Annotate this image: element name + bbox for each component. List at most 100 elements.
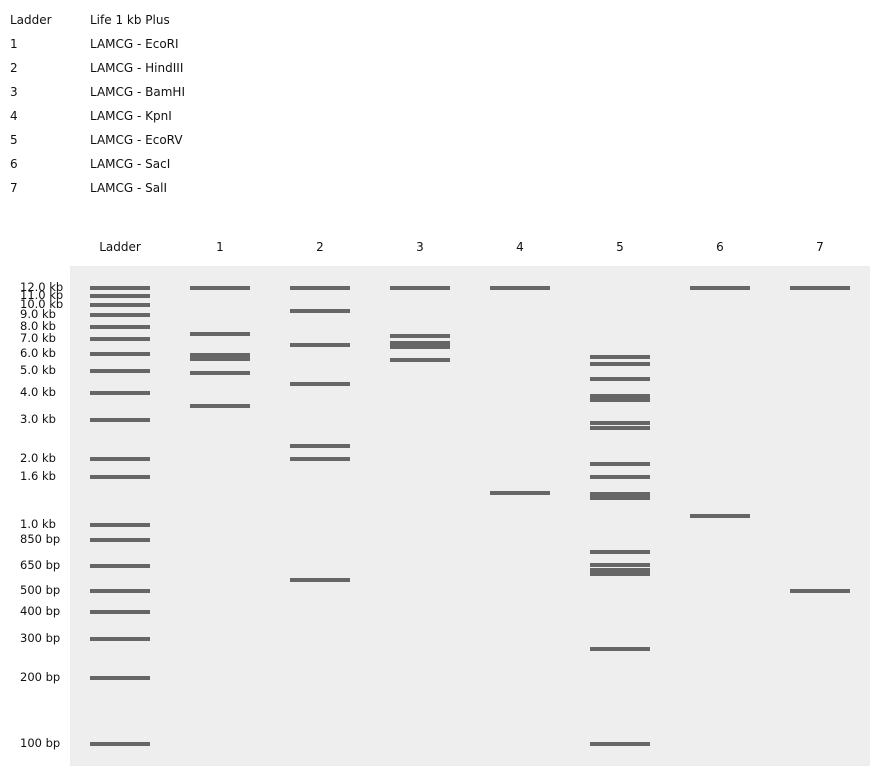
size-label: 6.0 kb [20,346,56,360]
gel-band [90,337,150,341]
legend-row: 7 LAMCG - SalI [10,181,185,205]
legend-sample-name: LAMCG - SacI [90,157,171,171]
lane-header: 2 [316,240,324,254]
lane-header: 3 [416,240,424,254]
legend-sample-name: LAMCG - EcoRV [90,133,183,147]
gel-band [90,352,150,356]
legend-row: 6 LAMCG - SacI [10,157,185,181]
gel-band [90,564,150,568]
gel-band [590,742,650,746]
gel-band [590,647,650,652]
gel-band [590,550,650,555]
gel-band [590,393,650,402]
gel-band [490,286,550,290]
gel-band [90,589,150,593]
size-label: 100 bp [20,736,61,750]
gel-band [590,568,650,577]
gel-band [90,325,150,329]
gel-area [70,266,870,766]
gel-band [190,286,250,290]
gel-band [690,513,750,518]
legend-sample-name: Life 1 kb Plus [90,13,170,27]
legend-lane-label: 5 [10,133,18,147]
legend-sample-name: LAMCG - EcoRI [90,37,179,51]
gel-band [90,637,150,641]
legend-lane-label: 7 [10,181,18,195]
size-label: 1.6 kb [20,469,56,483]
gel-band [590,421,650,426]
legend-lane-label: 1 [10,37,18,51]
gel-band [790,589,850,593]
gel-band [190,332,250,336]
gel-band [590,355,650,360]
gel-band [90,294,150,298]
gel-band [90,457,150,461]
gel-band [90,369,150,373]
gel-band [590,475,650,479]
gel-band [390,340,450,349]
size-label: 1.0 kb [20,517,56,531]
lane-header: 7 [816,240,824,254]
lane-header: 5 [616,240,624,254]
gel-band [90,523,150,527]
size-label: 200 bp [20,670,61,684]
gel-band [90,391,150,395]
gel-band [590,562,650,567]
legend-row: Ladder Life 1 kb Plus [10,13,185,37]
lane-header: Ladder [99,240,141,254]
gel-band [590,377,650,382]
gel-band [190,403,250,408]
gel-band [190,370,250,375]
size-label: 400 bp [20,604,61,618]
legend-lane-label: 3 [10,85,18,99]
size-label: 10.0 kb [20,297,64,311]
sample-legend: Ladder Life 1 kb Plus 1 LAMCG - EcoRI 2 LAMCG… [10,13,185,205]
gel-band [90,286,150,290]
legend-lane-label: 4 [10,109,18,123]
legend-row: 2 LAMCG - HindIII [10,61,185,85]
size-label: 300 bp [20,631,61,645]
size-label: 8.0 kb [20,319,56,333]
legend-row: 5 LAMCG - EcoRV [10,133,185,157]
legend-lane-label: Ladder [10,13,52,27]
size-label: 850 bp [20,532,61,546]
gel-band [290,286,350,290]
gel-band [90,742,150,746]
lane-header: 6 [716,240,724,254]
size-label: 7.0 kb [20,331,56,345]
gel-band [90,475,150,479]
size-label: 5.0 kb [20,363,56,377]
size-label: 3.0 kb [20,412,56,426]
size-label: 11.0 kb [20,288,64,302]
size-label: 650 bp [20,558,61,572]
gel-band [190,353,250,362]
gel-band [90,418,150,422]
gel-band [90,538,150,542]
gel-band [390,334,450,339]
legend-sample-name: LAMCG - HindIII [90,61,184,75]
gel-band [590,361,650,366]
gel-band [290,443,350,448]
legend-row: 1 LAMCG - EcoRI [10,37,185,61]
legend-sample-name: LAMCG - KpnI [90,109,172,123]
gel-band [590,461,650,466]
legend-lane-label: 6 [10,157,18,171]
legend-row: 4 LAMCG - KpnI [10,109,185,133]
gel-band [290,342,350,347]
gel-band [590,426,650,431]
gel-band [90,313,150,317]
gel-band [390,286,450,290]
gel-band [290,457,350,461]
lane-header: 1 [216,240,224,254]
gel-band [290,381,350,386]
size-label: 9.0 kb [20,307,56,321]
size-label: 12.0 kb [20,280,64,294]
gel-band [590,492,650,501]
legend-row: 3 LAMCG - BamHI [10,85,185,109]
legend-sample-name: LAMCG - BamHI [90,85,185,99]
size-label: 500 bp [20,583,61,597]
gel-band [90,610,150,614]
legend-lane-label: 2 [10,61,18,75]
legend-sample-name: LAMCG - SalI [90,181,168,195]
gel-band [90,676,150,680]
